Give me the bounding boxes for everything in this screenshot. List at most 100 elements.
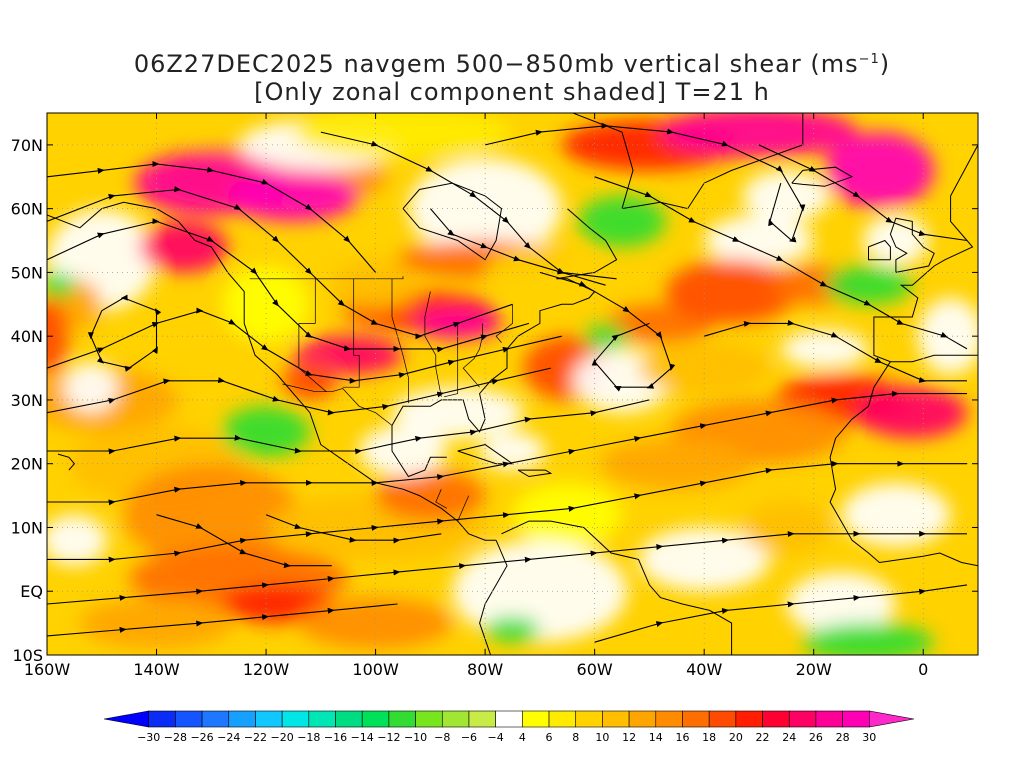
streamline bbox=[704, 319, 967, 383]
shear-shade-patch bbox=[485, 616, 540, 643]
lon-label: 80W bbox=[467, 660, 503, 679]
plot-frame bbox=[46, 112, 979, 656]
colorbar-box bbox=[602, 710, 630, 728]
streamline bbox=[47, 530, 967, 605]
colorbar-box bbox=[281, 710, 310, 728]
colorbar-label: 22 bbox=[756, 731, 770, 744]
shear-shade-patch bbox=[802, 623, 935, 655]
colorbar-arrow-right bbox=[869, 710, 915, 728]
lat-label: 20N bbox=[11, 455, 43, 474]
colorbar-labels: −30 −28 −26 −24 −22 −20 −18 −16 −14 −12 −10 −8 −6 −4 4… bbox=[137, 731, 876, 744]
streamline bbox=[47, 603, 398, 637]
streamline bbox=[429, 208, 617, 280]
colorbar-label: −8 bbox=[434, 731, 450, 744]
colorbar-label: −4 bbox=[488, 731, 504, 744]
colorbar-box bbox=[468, 710, 496, 728]
colorbar-box bbox=[735, 710, 763, 728]
colorbar-label: −26 bbox=[190, 731, 213, 744]
colorbar-box bbox=[842, 710, 870, 728]
lat-label: 70N bbox=[11, 136, 43, 155]
colorbar-box bbox=[148, 710, 176, 728]
colorbar-box bbox=[815, 710, 843, 728]
colorbar-label: 8 bbox=[572, 731, 579, 744]
lon-label: 160W bbox=[24, 660, 71, 679]
lon-label: 60W bbox=[577, 660, 613, 679]
colorbar-label: 20 bbox=[729, 731, 743, 744]
colorbar-arrow-left bbox=[103, 710, 149, 728]
title-line-1: 06Z27DEC2025 navgem 500−850mb vertical s… bbox=[0, 46, 1024, 78]
colorbar-label: 26 bbox=[809, 731, 823, 744]
lon-label: 40W bbox=[686, 660, 722, 679]
streamlines bbox=[47, 122, 968, 643]
colorbar-box bbox=[522, 710, 550, 728]
colorbar-label: −28 bbox=[164, 731, 187, 744]
colorbar-label: −18 bbox=[297, 731, 320, 744]
streamline bbox=[156, 514, 332, 569]
title-line-2: [Only zonal component shaded] T=21 h bbox=[254, 78, 770, 106]
colorbar-box bbox=[548, 710, 577, 728]
lat-label: 40N bbox=[11, 327, 43, 346]
colorbar-box bbox=[762, 710, 790, 728]
colorbar-box bbox=[708, 710, 737, 728]
colorbar-label: 28 bbox=[836, 731, 850, 744]
shear-shade-patch bbox=[47, 272, 75, 298]
colorbar-label: −24 bbox=[217, 731, 240, 744]
lat-label: 50N bbox=[11, 263, 43, 282]
streamline bbox=[539, 271, 676, 392]
colorbar-box bbox=[415, 710, 443, 728]
lon-label: 120W bbox=[243, 660, 290, 679]
coastline bbox=[57, 453, 76, 471]
colorbar-box bbox=[388, 710, 416, 728]
colorbar-label: −30 bbox=[137, 731, 160, 744]
title-main-text: 06Z27DEC2025 navgem 500−850mb vertical s… bbox=[133, 50, 859, 78]
colorbar-label: −20 bbox=[271, 731, 294, 744]
lat-label: 10N bbox=[11, 518, 43, 537]
colorbar-label: 18 bbox=[702, 731, 716, 744]
colorbar-label: −16 bbox=[324, 731, 347, 744]
lat-label: 30N bbox=[11, 391, 43, 410]
colorbar-box bbox=[495, 710, 523, 728]
lon-label: 140W bbox=[133, 660, 180, 679]
colorbar-label: −6 bbox=[461, 731, 477, 744]
lat-label: 10S bbox=[12, 646, 43, 665]
colorbar-box bbox=[788, 710, 817, 728]
streamline bbox=[594, 584, 968, 643]
colorbar-label: 30 bbox=[862, 731, 876, 744]
colorbar-box bbox=[228, 710, 256, 728]
streamline bbox=[87, 294, 162, 372]
lat-label: 60N bbox=[11, 200, 43, 219]
colorbar-box bbox=[682, 710, 710, 728]
colorbar-box bbox=[441, 710, 470, 728]
colorbar-label: −22 bbox=[244, 731, 267, 744]
colorbar-box bbox=[361, 710, 390, 728]
colorbar-label: 16 bbox=[675, 731, 689, 744]
title-close-paren: ) bbox=[879, 50, 891, 78]
lon-label: 0 bbox=[918, 660, 928, 679]
lon-label: 100W bbox=[352, 660, 399, 679]
colorbar-box bbox=[308, 710, 336, 728]
colorbar-box bbox=[628, 710, 657, 728]
streamline bbox=[484, 122, 806, 243]
title-unit-exponent: −1 bbox=[858, 52, 880, 67]
colorbar-label: −12 bbox=[377, 731, 400, 744]
plot-area bbox=[47, 113, 978, 655]
colorbar-box bbox=[335, 710, 363, 728]
colorbar-boxes bbox=[103, 710, 915, 728]
colorbar-label: −14 bbox=[351, 731, 374, 744]
colorbar-label: 10 bbox=[595, 731, 609, 744]
map-title: 06Z27DEC2025 navgem 500−850mb vertical s… bbox=[0, 46, 1024, 106]
lat-label: EQ bbox=[20, 582, 43, 601]
lon-label: 20W bbox=[796, 660, 832, 679]
colorbar-label: −10 bbox=[404, 731, 427, 744]
colorbar-label: 6 bbox=[546, 731, 553, 744]
colorbar-label: 14 bbox=[649, 731, 663, 744]
colorbar-box bbox=[255, 710, 283, 728]
colorbar-box bbox=[201, 710, 230, 728]
colorbar-label: 24 bbox=[782, 731, 796, 744]
colorbar-box bbox=[655, 710, 683, 728]
colorbar-box bbox=[575, 710, 603, 728]
colorbar-label: 4 bbox=[519, 731, 526, 744]
